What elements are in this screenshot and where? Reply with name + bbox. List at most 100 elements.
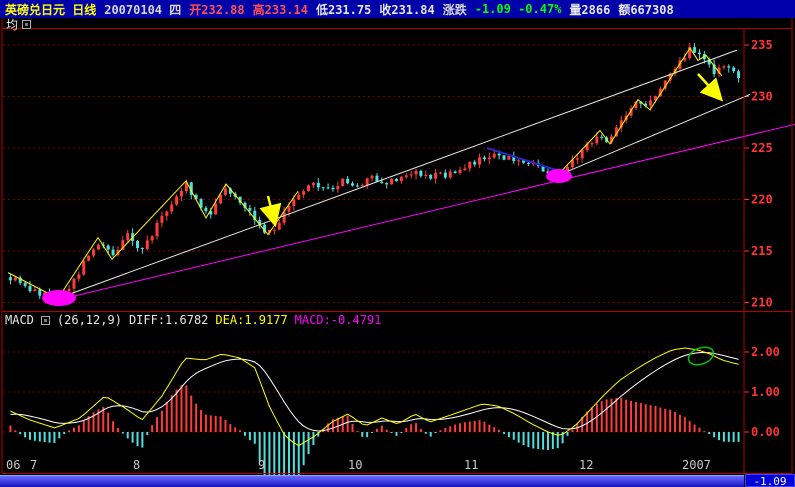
macd-bar [190, 395, 193, 432]
macd-bar [444, 428, 447, 432]
candle-body [111, 249, 115, 256]
candle [297, 191, 301, 201]
candle [135, 239, 139, 252]
candle-body [243, 202, 247, 208]
candle-body [28, 285, 32, 292]
macd-bar [72, 427, 75, 432]
macd-bar [419, 428, 422, 432]
macd-bar [336, 417, 339, 432]
candle-body [517, 160, 521, 162]
candle-body [434, 172, 438, 179]
macd-bar [219, 416, 222, 432]
macd-bar [87, 416, 90, 432]
macd-bar [439, 430, 442, 432]
candle-body [448, 171, 452, 178]
macd-bar [327, 423, 330, 432]
macd-bar [537, 432, 540, 450]
candle-body [375, 175, 379, 182]
macd-bar [483, 421, 486, 432]
macd-axis-label: 0.00 [751, 425, 780, 439]
candle [302, 189, 306, 199]
macd-bar [390, 432, 393, 434]
candle [473, 159, 477, 167]
macd-bar [180, 385, 183, 432]
candle-body [238, 196, 242, 203]
macd-bar [586, 411, 589, 432]
candle [23, 281, 27, 288]
candle-body [184, 182, 188, 191]
quote-change: -1.09 -0.47% [474, 2, 562, 16]
candle [409, 171, 413, 179]
candle-body [712, 64, 716, 75]
macd-settings-icon[interactable] [40, 315, 50, 325]
macd-bar [107, 412, 110, 432]
candle-body [492, 153, 496, 158]
candle [126, 229, 130, 243]
candle-body [507, 155, 511, 160]
macd-bar [53, 432, 56, 443]
x-axis-label: 7 [30, 458, 37, 472]
macd-bar [258, 432, 261, 462]
macd-bar [116, 428, 119, 432]
macd-bar [380, 425, 383, 432]
macd-bar [463, 422, 466, 432]
macd-bar [669, 409, 672, 432]
candle-body [38, 289, 42, 296]
quote-amount: 额667308 [618, 2, 674, 17]
macd-bar [405, 428, 408, 432]
macd-bar [229, 424, 232, 432]
candle [448, 169, 452, 180]
candle-body [497, 153, 501, 156]
diff-line [10, 347, 739, 447]
macd-bar [331, 419, 334, 432]
candle-body [468, 161, 472, 169]
candle-body [678, 60, 682, 69]
candle-body [370, 175, 374, 179]
candle-body [409, 174, 413, 176]
macd-bar [209, 415, 212, 432]
candle [165, 210, 169, 221]
candle [145, 235, 149, 251]
macd-bar [654, 406, 657, 432]
candle-body [644, 103, 648, 106]
candle [72, 277, 76, 294]
macd-bar [615, 397, 618, 432]
ma-settings-icon[interactable] [22, 20, 32, 29]
candle [204, 206, 208, 214]
candle-body [351, 183, 355, 186]
candle-body [585, 143, 589, 151]
macd-chart[interactable]: 2.00 1.00 0.00 06 7 8 9 10 11 12 2007 [3, 344, 780, 478]
candle [370, 174, 374, 182]
candle [223, 183, 227, 197]
candle [316, 178, 320, 191]
candle-body [575, 158, 579, 160]
candle-body [106, 245, 110, 250]
candle [717, 64, 721, 78]
candle [629, 105, 633, 118]
macd-bar [630, 400, 633, 432]
macd-bar [131, 432, 134, 443]
candle-body [365, 178, 369, 186]
quote-date: 20070104 四 [104, 2, 182, 17]
candle-body [204, 207, 208, 212]
candle-body [248, 207, 252, 211]
candle-body [297, 194, 301, 200]
candle-body [443, 172, 447, 178]
candle [688, 42, 692, 60]
candle [482, 155, 486, 162]
candle [570, 155, 574, 169]
macd-bar [68, 430, 71, 432]
candle-body [688, 47, 692, 59]
macd-bar [239, 430, 242, 432]
main-price-chart[interactable]: 235 230 225 220 215 210 [3, 38, 795, 310]
candle [419, 169, 423, 178]
candle-body [150, 236, 154, 241]
macd-bar [126, 432, 129, 439]
candle-body [13, 277, 17, 281]
macd-bar [698, 427, 701, 432]
macd-bar [160, 410, 163, 432]
macd-bar [234, 427, 237, 432]
macd-bar [312, 432, 315, 446]
horizontal-scrollbar[interactable] [0, 475, 744, 487]
